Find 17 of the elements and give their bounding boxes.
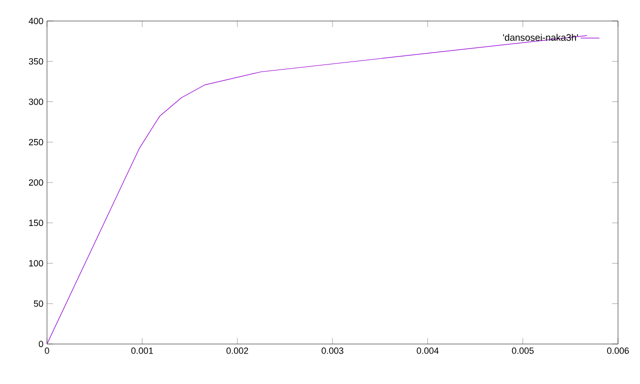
y-tick-label: 350 — [28, 58, 44, 65]
x-tick-label: 0.001 — [131, 348, 153, 354]
x-tick-label: 0.002 — [226, 348, 248, 354]
x-tick-label: 0.004 — [416, 348, 439, 354]
x-tick-label: 0 — [44, 348, 50, 354]
x-tick-label: 0.003 — [322, 348, 344, 354]
y-tick-label: 250 — [28, 138, 44, 146]
y-tick-label: 200 — [28, 179, 44, 186]
y-tick-label: 0 — [38, 340, 44, 348]
y-tick-label: 300 — [28, 98, 44, 105]
x-tick-label: 0.006 — [607, 348, 629, 354]
y-tick-label: 50 — [34, 300, 44, 307]
y-tick-label: 400 — [28, 18, 44, 24]
legend-label: 'dansosei-naka3h' — [503, 34, 578, 41]
y-tick-label: 150 — [29, 220, 44, 226]
y-tick-label: 100 — [29, 260, 44, 266]
x-tick-label: 0.005 — [512, 348, 534, 354]
